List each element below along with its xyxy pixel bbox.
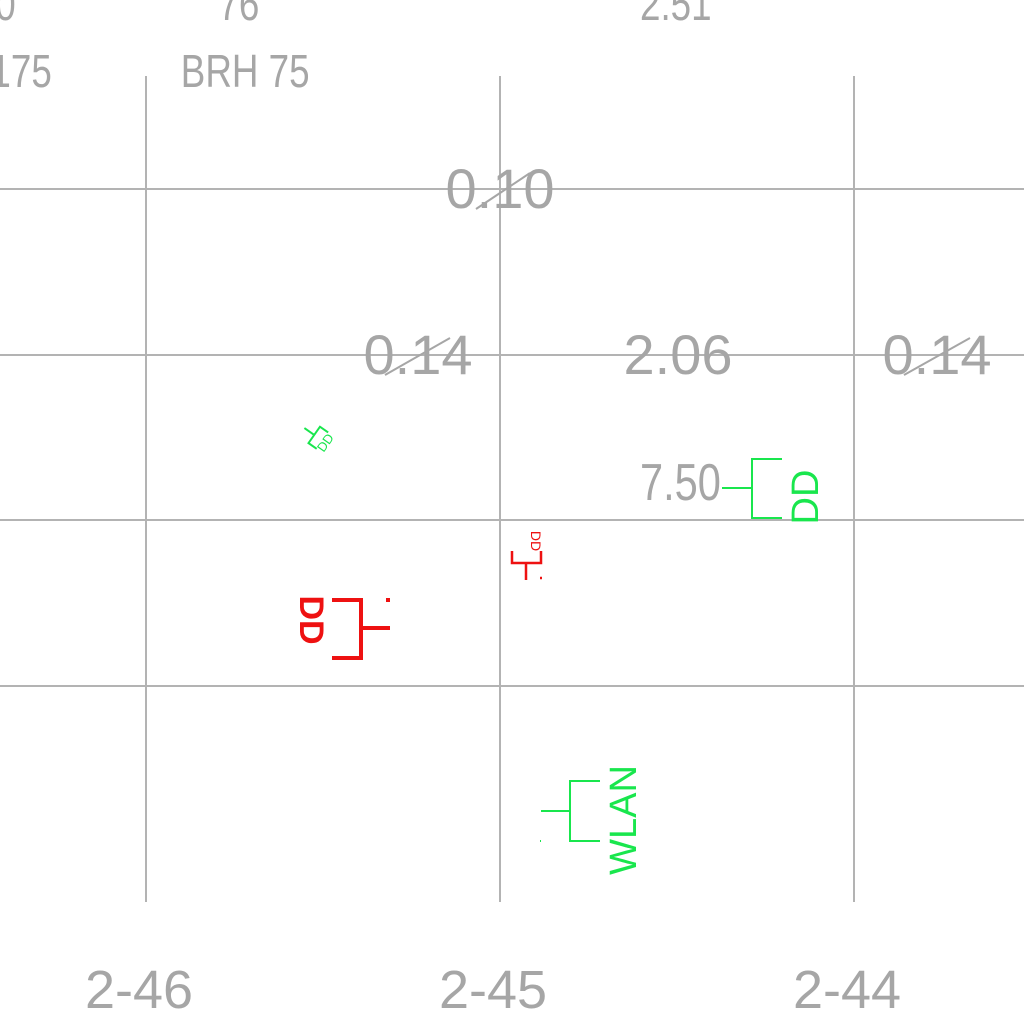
data-outlet-small: DD xyxy=(303,425,337,455)
power-outlet-large-label: DD xyxy=(292,595,330,644)
grid-lines xyxy=(0,76,1024,902)
value-row2-right-strike xyxy=(903,337,971,376)
axis-labels: 2-46 2-45 2-44 xyxy=(85,960,901,1020)
power-outlet-small-symbol xyxy=(510,551,543,580)
value-row2-center: 2.06 xyxy=(624,323,733,386)
data-outlet-right: DD xyxy=(722,458,827,525)
wlan-outlet-symbol xyxy=(540,780,600,842)
value-row2-left: 0.14 xyxy=(364,323,473,386)
value-row1-center: 0.10 xyxy=(446,157,555,220)
power-outlet-small-label: DD xyxy=(528,531,544,551)
grid-values: 0.10 0.14 2.06 0.14 xyxy=(364,157,992,386)
axis-label-2-46: 2-46 xyxy=(85,960,193,1020)
data-outlet-small-symbol xyxy=(303,425,329,450)
level-value: 7.50 xyxy=(640,453,721,512)
axis-label-2-44: 2-44 xyxy=(793,960,901,1020)
data-outlet-right-label: DD xyxy=(785,470,827,525)
power-outlet-large: DD xyxy=(292,595,390,660)
value-row2-right: 0.14 xyxy=(883,323,992,386)
wlan-outlet: WLAN xyxy=(540,765,645,875)
col2-value-top: 2.51 xyxy=(640,0,712,30)
left-fragment-label: 175 xyxy=(0,45,52,97)
power-outlet-large-symbol xyxy=(332,598,390,660)
data-outlet-small-label: DD xyxy=(314,431,337,455)
col1-value-top: 76 xyxy=(218,0,259,30)
left-fragment-top: 0 xyxy=(0,0,16,30)
col1-label: BRH 75 xyxy=(181,45,310,97)
power-outlet-small: DD xyxy=(510,531,544,580)
data-outlet-right-symbol xyxy=(722,458,782,519)
axis-label-2-45: 2-45 xyxy=(439,960,547,1020)
value-row2-left-strike xyxy=(384,337,451,376)
header-labels: 0 76 2.51 175 BRH 75 xyxy=(0,0,712,97)
value-row1-center-strike xyxy=(475,172,531,210)
wlan-outlet-label: WLAN xyxy=(603,765,645,875)
